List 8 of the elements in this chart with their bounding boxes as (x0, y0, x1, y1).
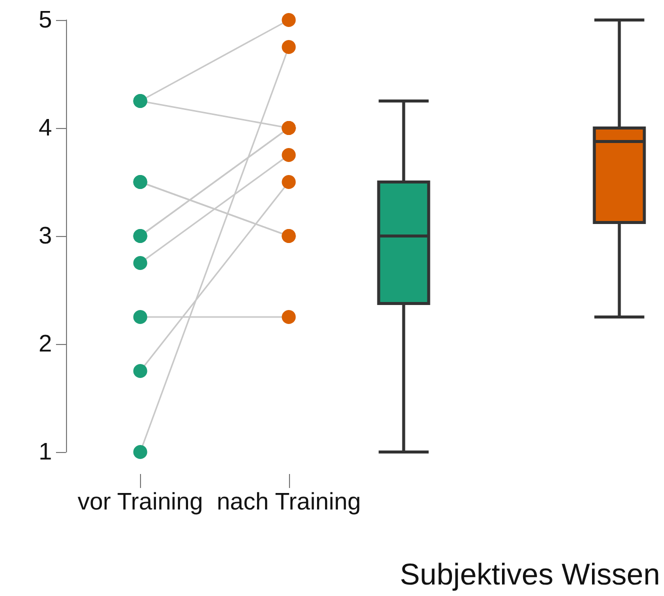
x-tick-label: vor Training (78, 488, 203, 516)
x-axis-title: Subjektives Wissen (400, 558, 660, 592)
y-tick-label: 3 (38, 222, 52, 250)
y-tick-label: 5 (38, 6, 52, 34)
x-tick-label: nach Training (216, 488, 361, 516)
y-tick-label: 4 (38, 114, 52, 142)
y-tick-label: 2 (38, 330, 52, 358)
y-tick-label: 1 (38, 438, 52, 466)
